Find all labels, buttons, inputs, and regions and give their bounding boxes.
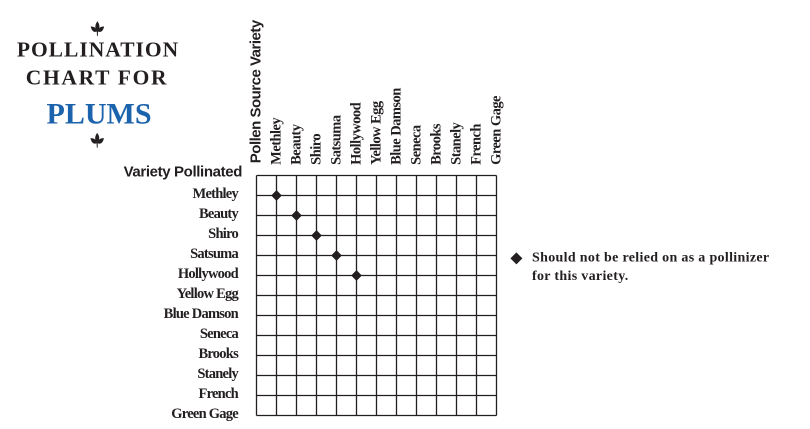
svg-text:Beauty: Beauty	[289, 123, 305, 165]
svg-text:Yellow Egg: Yellow Egg	[177, 286, 240, 302]
svg-text:Blue Damson: Blue Damson	[389, 88, 405, 165]
svg-text:Brooks: Brooks	[429, 123, 445, 165]
svg-text:Hollywood: Hollywood	[178, 266, 239, 282]
svg-text:Blue Damson: Blue Damson	[164, 306, 239, 322]
svg-text:Stanely: Stanely	[197, 366, 239, 382]
svg-text:Yellow Egg: Yellow Egg	[369, 100, 385, 165]
svg-text:Seneca: Seneca	[409, 124, 425, 165]
svg-text:POLLINATION: POLLINATION	[17, 38, 179, 62]
svg-text:Variety Pollinated: Variety Pollinated	[124, 164, 243, 181]
svg-text:for this variety.: for this variety.	[532, 269, 629, 284]
svg-text:Seneca: Seneca	[200, 326, 240, 342]
svg-text:Beauty: Beauty	[199, 206, 240, 222]
svg-text:Stanely: Stanely	[449, 121, 465, 164]
svg-text:Satsuma: Satsuma	[190, 246, 239, 262]
svg-text:Brooks: Brooks	[198, 346, 239, 362]
svg-text:Satsuma: Satsuma	[329, 114, 345, 165]
svg-text:PLUMS: PLUMS	[47, 98, 152, 131]
svg-text:Should not be relied on as a p: Should not be relied on as a pollinizer	[532, 250, 769, 265]
svg-text:Shiro: Shiro	[309, 134, 325, 165]
svg-text:French: French	[469, 124, 485, 165]
svg-text:Pollen Source Variety: Pollen Source Variety	[248, 19, 265, 163]
svg-text:Hollywood: Hollywood	[349, 102, 365, 164]
svg-text:Green Gage: Green Gage	[489, 95, 505, 165]
svg-text:French: French	[198, 386, 238, 402]
svg-text:Shiro: Shiro	[208, 226, 238, 242]
svg-text:CHART FOR: CHART FOR	[26, 65, 169, 89]
svg-text:Methley: Methley	[193, 186, 240, 202]
svg-text:Green Gage: Green Gage	[171, 406, 239, 422]
svg-text:Methley: Methley	[269, 117, 285, 165]
